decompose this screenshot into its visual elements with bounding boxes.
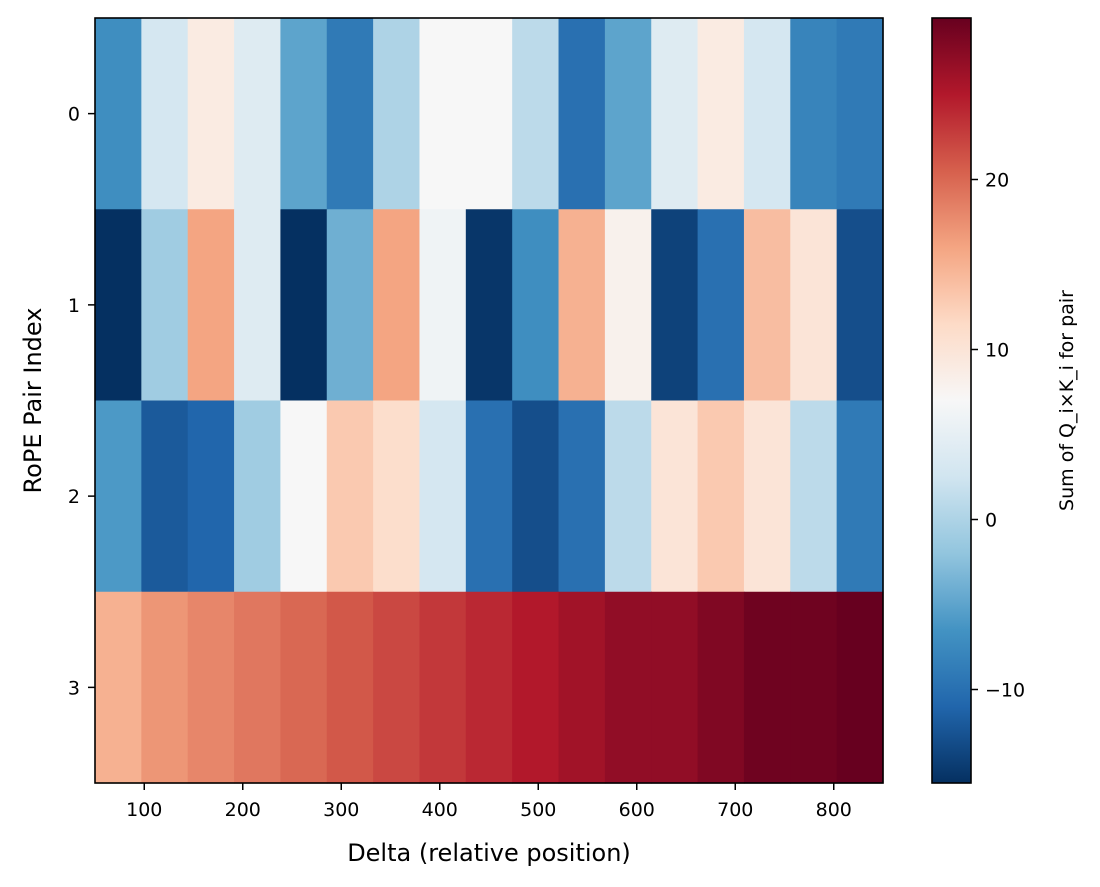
heatmap-cell [790, 18, 838, 210]
heatmap-cell [512, 18, 560, 210]
heatmap-cell [280, 209, 328, 402]
heatmap-cell [465, 591, 513, 784]
colorbar-tick-label: 20 [985, 170, 1009, 192]
heatmap-cell [326, 18, 374, 210]
heatmap-cell [604, 400, 652, 593]
heatmap-cell [234, 209, 282, 402]
heatmap-cell [512, 400, 560, 593]
heatmap-cell [604, 209, 652, 402]
heatmap-cell [95, 209, 142, 402]
colorbar [932, 18, 971, 783]
heatmap-cell [651, 18, 699, 210]
heatmap-cell [836, 209, 884, 402]
plot-frame [94, 17, 884, 784]
heatmap-cell [558, 591, 606, 784]
heatmap-cell [697, 591, 745, 784]
heatmap-cell [234, 18, 282, 210]
heatmap-cell [95, 591, 142, 784]
y-axis-label: RoPE Pair Index [19, 308, 47, 494]
heatmap-cell [836, 591, 884, 784]
heatmap-cell [743, 18, 791, 210]
heatmap-cell [419, 591, 467, 784]
heatmap-cell [280, 591, 328, 784]
x-tick-label: 200 [225, 799, 261, 821]
heatmap-cell [697, 209, 745, 402]
heatmap-cell [373, 18, 421, 210]
heatmap-cell [187, 400, 235, 593]
colorbar-frame [931, 17, 972, 784]
heatmap-cell [95, 18, 142, 210]
heatmap-cell [743, 591, 791, 784]
heatmap-cell [743, 400, 791, 593]
heatmap-cell [836, 18, 884, 210]
y-tick-label: 1 [68, 295, 80, 317]
heatmap-cell [604, 18, 652, 210]
heatmap-cell [373, 591, 421, 784]
heatmap-cell [790, 591, 838, 784]
heatmap-cell [512, 209, 560, 402]
x-tick-label: 400 [422, 799, 458, 821]
colorbar-tick-label: 0 [985, 510, 997, 532]
heatmap-cell [743, 209, 791, 402]
y-tick-label: 3 [68, 677, 80, 699]
heatmap-cell [651, 591, 699, 784]
heatmap-cell [373, 209, 421, 402]
heatmap-cell [465, 18, 513, 210]
heatmap-cell [419, 209, 467, 402]
heatmap-cell [187, 209, 235, 402]
x-tick-label: 600 [619, 799, 655, 821]
heatmap-cell [651, 400, 699, 593]
y-tick-label: 2 [68, 486, 80, 508]
heatmap-cell [697, 400, 745, 593]
heatmap-cell [512, 591, 560, 784]
heatmap-cell [558, 18, 606, 210]
colorbar-label: Sum of Q_i×K_i for pair [1056, 290, 1078, 511]
heatmap-cell [697, 18, 745, 210]
x-axis-ticks: 100 200 300 400 500 600 700 800 [126, 783, 852, 821]
heatmap-cell [790, 400, 838, 593]
heatmap-cells [95, 18, 884, 784]
heatmap-cell [651, 209, 699, 402]
x-tick-label: 700 [717, 799, 753, 821]
x-tick-label: 500 [520, 799, 556, 821]
y-tick-label: 0 [68, 104, 80, 126]
heatmap-cell [419, 400, 467, 593]
heatmap-cell [141, 209, 189, 402]
x-tick-label: 100 [126, 799, 162, 821]
heatmap-cell [141, 591, 189, 784]
heatmap-cell [558, 400, 606, 593]
colorbar-tick-label: 10 [985, 340, 1009, 362]
heatmap-cell [836, 400, 884, 593]
x-tick-label: 300 [323, 799, 359, 821]
heatmap-cell [280, 18, 328, 210]
x-axis-label: Delta (relative position) [347, 839, 631, 867]
colorbar-tick-label: −10 [985, 680, 1025, 702]
heatmap-cell [790, 209, 838, 402]
heatmap-cell [141, 18, 189, 210]
heatmap-cell [234, 400, 282, 593]
heatmap-cell [465, 209, 513, 402]
y-axis-ticks: 0 1 2 3 [68, 104, 95, 699]
heatmap-cell [280, 400, 328, 593]
heatmap-cell [141, 400, 189, 593]
heatmap-cell [558, 209, 606, 402]
colorbar-ticks: −10 0 10 20 [971, 170, 1025, 702]
heatmap-cell [326, 591, 374, 784]
heatmap-cell [326, 400, 374, 593]
x-tick-label: 800 [816, 799, 852, 821]
heatmap-cell [465, 400, 513, 593]
heatmap-cell [604, 591, 652, 784]
heatmap-cell [95, 400, 142, 593]
heatmap-cell [234, 591, 282, 784]
heatmap-cell [187, 18, 235, 210]
heatmap-cell [373, 400, 421, 593]
heatmap-cell [187, 591, 235, 784]
heatmap-cell [326, 209, 374, 402]
heatmap-cell [419, 18, 467, 210]
